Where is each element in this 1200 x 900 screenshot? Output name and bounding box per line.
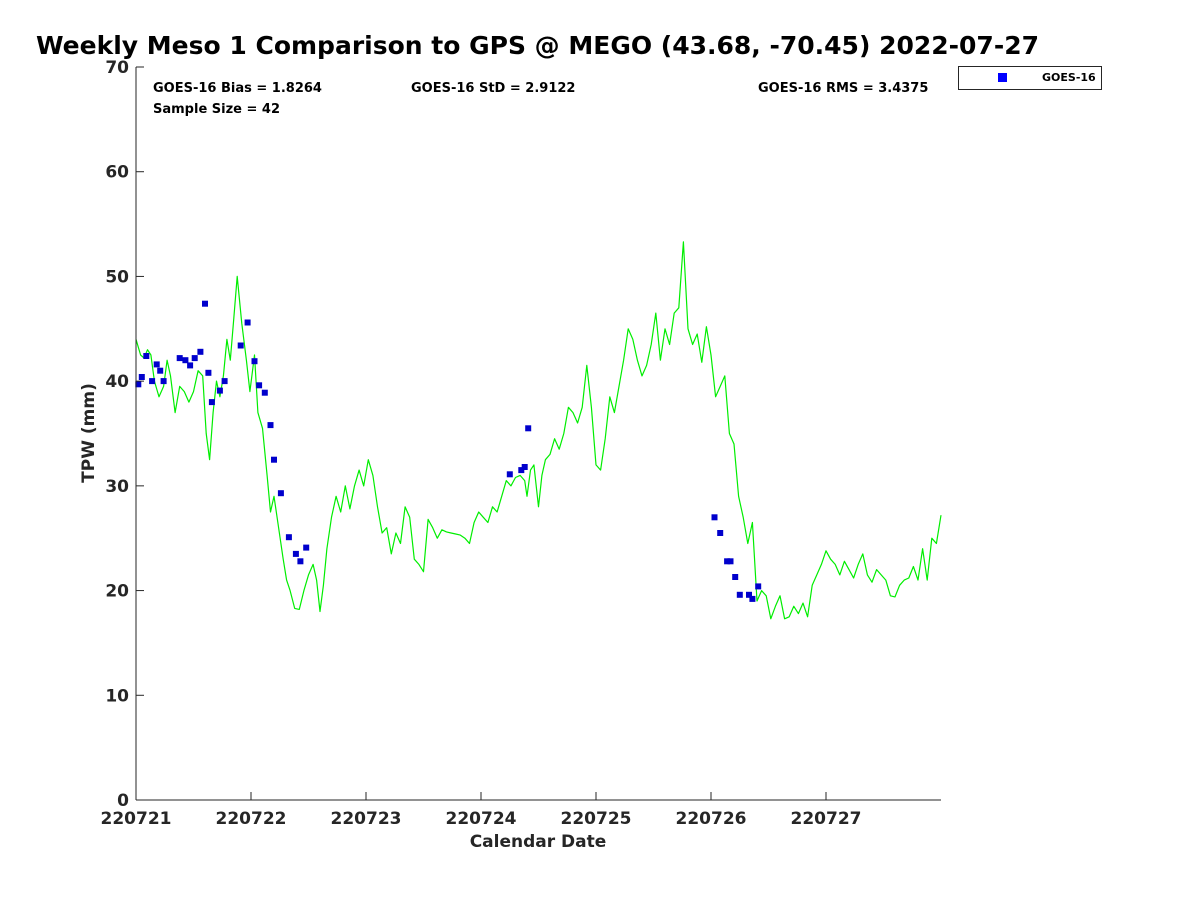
goes-16-point: [208, 399, 215, 406]
plot-area: [135, 241, 942, 620]
x-tick-label: 220723: [331, 809, 402, 829]
goes-16-point: [191, 355, 198, 362]
goes-16-point: [149, 378, 156, 385]
goes-series: [135, 300, 762, 602]
y-tick-label: 10: [105, 686, 129, 706]
y-axis: 0 10 20 30 40 50 60 70: [105, 58, 144, 811]
goes-16-point: [297, 558, 304, 565]
y-tick-label: 50: [105, 267, 129, 287]
goes-16-point: [187, 362, 194, 369]
gps-line: [135, 241, 942, 620]
goes-16-point: [216, 387, 223, 394]
goes-16-point: [525, 425, 532, 432]
goes-16-point: [267, 422, 274, 429]
goes-16-point: [717, 530, 724, 536]
y-tick-label: 20: [105, 582, 129, 602]
x-tick-label: 220725: [561, 809, 632, 829]
goes-16-point: [724, 558, 731, 565]
goes-16-point: [285, 534, 292, 541]
goes-16-point: [736, 591, 743, 598]
std-annotation: GOES-16 StD = 2.9122: [411, 81, 575, 96]
goes-16-point: [182, 357, 189, 364]
goes-16-point: [143, 353, 150, 359]
goes-16-point: [205, 369, 212, 376]
goes-16-point: [157, 367, 164, 374]
goes-16-point: [755, 583, 762, 590]
y-tick-label: 40: [105, 372, 129, 392]
goes-16-point: [732, 574, 739, 580]
goes-16-point: [160, 378, 167, 385]
goes-16-point: [277, 490, 284, 497]
legend-marker-goes-16: [998, 73, 1007, 82]
goes-16-point: [292, 550, 299, 557]
y-tick-label: 60: [105, 163, 129, 183]
gps-series: [135, 241, 942, 620]
chart-title: Weekly Meso 1 Comparison to GPS @ MEGO (…: [36, 31, 1039, 60]
goes-16-point: [251, 358, 258, 365]
x-axis-label: Calendar Date: [470, 832, 607, 852]
goes-16-point: [521, 464, 528, 470]
goes-16-point: [518, 467, 525, 474]
goes-16-point: [176, 355, 183, 362]
goes-16-point: [746, 591, 752, 598]
bias-annotation: GOES-16 Bias = 1.8264: [153, 81, 322, 96]
legend-box: [958, 66, 1102, 90]
legend: GOES-16: [958, 66, 1102, 90]
x-axis: 220721 220722 220723 220724 220725 220726 2207…: [101, 792, 862, 829]
goes-16-point: [244, 319, 251, 326]
goes-16-point: [749, 595, 756, 602]
rms-annotation: GOES-16 RMS = 3.4375: [758, 81, 928, 96]
goes-16-point: [135, 381, 142, 388]
x-tick-label: 220726: [676, 809, 747, 829]
y-tick-label: 0: [117, 791, 129, 811]
goes-16-point: [197, 348, 204, 355]
y-tick-label: 30: [105, 477, 129, 497]
y-axis-label: TPW (mm): [79, 383, 99, 483]
goes-16-point: [506, 471, 513, 478]
goes-16-point: [303, 544, 310, 551]
goes-16-point: [138, 374, 145, 380]
x-tick-label: 220722: [216, 809, 287, 829]
goes-16-point: [711, 514, 718, 521]
y-tick-label: 70: [105, 58, 129, 78]
goes-16-point: [237, 342, 244, 349]
goes-16-point: [727, 558, 734, 565]
x-tick-label: 220721: [101, 809, 172, 829]
x-tick-label: 220727: [791, 809, 862, 829]
goes-16-point: [256, 382, 263, 389]
goes-16-point: [271, 456, 277, 463]
goes-16-point: [153, 361, 160, 368]
sample-size-annotation: Sample Size = 42: [153, 102, 280, 117]
goes-16-point: [221, 378, 228, 385]
legend-label-goes-16: GOES-16: [1042, 71, 1096, 84]
goes-16-point: [202, 300, 208, 307]
x-tick-label: 220724: [446, 809, 517, 829]
goes-16-point: [261, 389, 268, 396]
